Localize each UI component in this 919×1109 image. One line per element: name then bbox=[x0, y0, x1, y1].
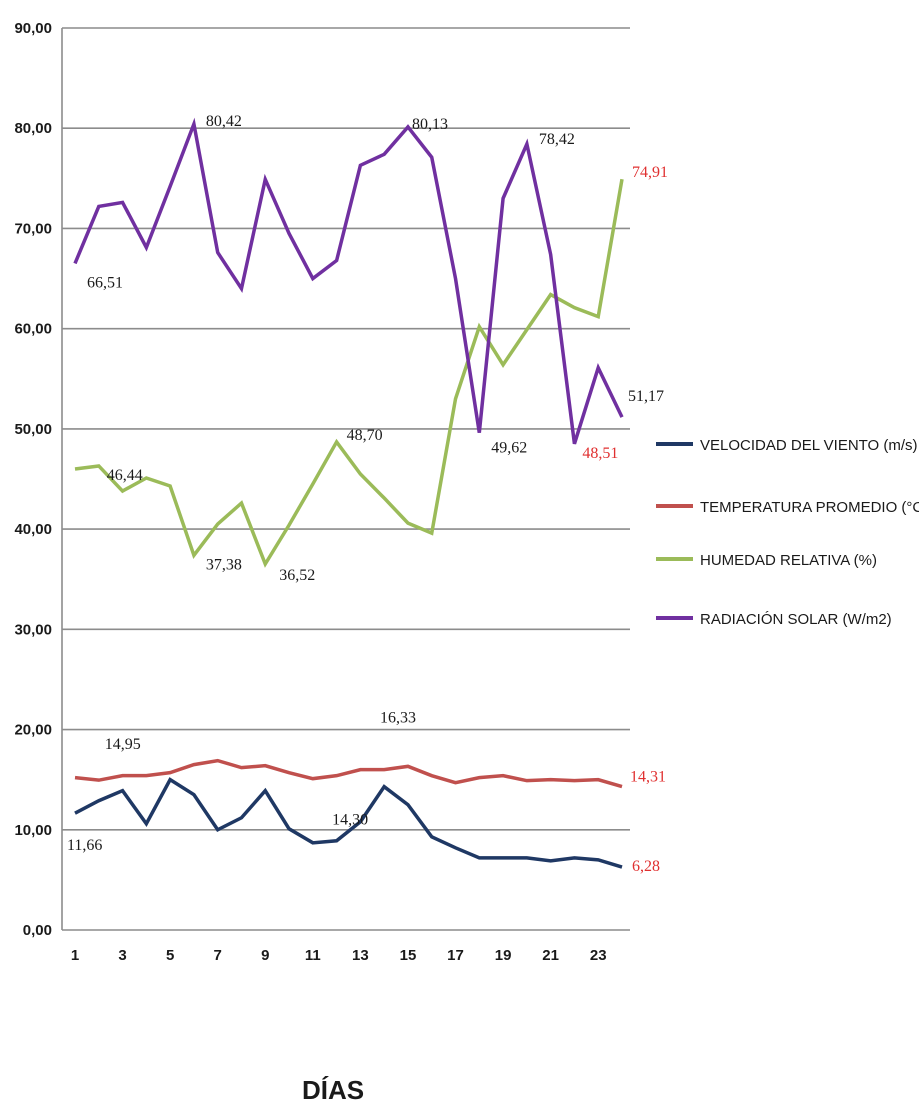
series-lines bbox=[73, 117, 624, 869]
data-label: 78,42 bbox=[539, 131, 575, 148]
x-tick-label: 23 bbox=[590, 947, 607, 964]
grid-lines bbox=[61, 27, 630, 931]
y-tick-label: 30,00 bbox=[14, 621, 52, 638]
data-label: 14,30 bbox=[332, 812, 368, 829]
data-label: 46,44 bbox=[107, 467, 143, 484]
x-tick-label: 3 bbox=[118, 947, 126, 964]
data-label: 51,17 bbox=[628, 388, 664, 405]
data-label: 48,51 bbox=[582, 445, 618, 462]
x-tick-label: 15 bbox=[400, 947, 417, 964]
x-tick-label: 19 bbox=[495, 947, 512, 964]
legend-label: HUMEDAD RELATIVA (%) bbox=[700, 552, 877, 569]
legend-label: TEMPERATURA PROMEDIO (°C) bbox=[700, 499, 919, 516]
data-label: 36,52 bbox=[279, 567, 315, 584]
y-tick-label: 40,00 bbox=[14, 521, 52, 538]
data-label: 16,33 bbox=[380, 709, 416, 726]
y-tick-label: 90,00 bbox=[14, 20, 52, 37]
data-label: 48,70 bbox=[347, 427, 383, 444]
x-tick-label: 21 bbox=[542, 947, 559, 964]
x-axis-ticks: 1 3 5 7 9 11 13 15 17 19 21 23 bbox=[71, 947, 607, 964]
data-label: 80,42 bbox=[206, 113, 242, 130]
legend-label: RADIACIÓN SOLAR (W/m2) bbox=[700, 611, 892, 628]
y-tick-label: 10,00 bbox=[14, 822, 52, 839]
x-tick-label: 7 bbox=[214, 947, 222, 964]
data-label: 66,51 bbox=[87, 274, 123, 291]
legend-label: VELOCIDAD DEL VIENTO (m/s) bbox=[700, 437, 918, 454]
y-tick-label: 50,00 bbox=[14, 421, 52, 438]
x-tick-label: 1 bbox=[71, 947, 79, 964]
y-tick-label: 0,00 bbox=[23, 922, 52, 939]
data-label: 37,38 bbox=[206, 556, 242, 573]
data-labels: 66,51 80,42 80,13 49,62 78,42 48,51 51,17 74,91… bbox=[67, 113, 668, 875]
data-label: 49,62 bbox=[491, 440, 527, 457]
series-line-3 bbox=[73, 117, 624, 445]
y-tick-label: 20,00 bbox=[14, 722, 52, 739]
x-tick-label: 17 bbox=[447, 947, 464, 964]
data-label: 11,66 bbox=[67, 837, 102, 854]
legend: VELOCIDAD DEL VIENTO (m/s) TEMPERATURA PR… bbox=[656, 437, 919, 628]
data-label: 6,28 bbox=[632, 858, 660, 875]
data-label: 14,95 bbox=[105, 736, 141, 753]
data-label: 74,91 bbox=[632, 164, 668, 181]
series-line-2 bbox=[74, 178, 624, 568]
y-tick-label: 80,00 bbox=[14, 120, 52, 137]
x-tick-label: 13 bbox=[352, 947, 369, 964]
data-label: 80,13 bbox=[412, 116, 448, 133]
x-axis-title: DÍAS bbox=[302, 1075, 364, 1105]
y-axis-ticks: 0,00 10,00 20,00 30,00 40,00 50,00 60,00 70,00 8… bbox=[14, 20, 52, 939]
x-tick-label: 11 bbox=[305, 947, 321, 964]
series-line-1 bbox=[74, 758, 623, 789]
series-line-0 bbox=[74, 777, 623, 869]
y-tick-label: 60,00 bbox=[14, 321, 52, 338]
x-tick-label: 5 bbox=[166, 947, 174, 964]
x-tick-label: 9 bbox=[261, 947, 269, 964]
y-tick-label: 70,00 bbox=[14, 220, 52, 237]
data-label: 14,31 bbox=[630, 769, 666, 786]
